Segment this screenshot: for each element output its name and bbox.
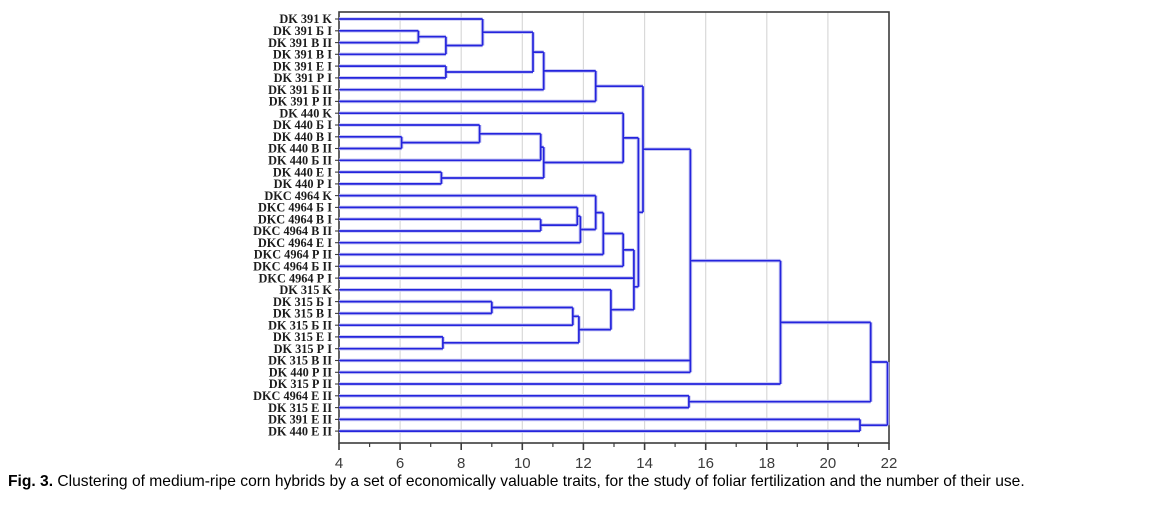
leaf-label: DKC 4964 Е II (253, 389, 332, 403)
leaf-label: DKC 4964 K (264, 189, 332, 203)
leaf-label: DK 315 Б II (268, 318, 332, 332)
leaf-label: DK 440 Б I (273, 118, 332, 132)
leaf-label: DK 391 Р I (274, 71, 333, 85)
figure-caption: Fig. 3. Clustering of medium-ripe corn h… (8, 471, 1141, 493)
leaf-label: DKC 4964 Б I (258, 201, 332, 215)
axis-tick-label: 10 (514, 455, 531, 470)
leaf-label: DK 315 Б I (273, 295, 332, 309)
leaf-label: DK 440 В II (268, 142, 332, 156)
leaf-label: DK 440 Б II (268, 154, 332, 168)
axis-tick-label: 18 (758, 455, 775, 470)
leaf-label: DK 440 Р II (269, 366, 332, 380)
leaf-label: DK 391 Б II (268, 83, 332, 97)
leaf-label: DK 391 Е I (273, 59, 332, 73)
leaf-label: DK 391 В II (268, 36, 332, 50)
leaf-label: DK 391 K (279, 12, 332, 26)
leaf-label: DK 315 В II (268, 354, 332, 368)
figure-page: 4 6 8 10 12 14 16 18 20 22 DK 391 K DK 391 Б I DK 39… (8, 11, 1025, 490)
figure-caption-text: Clustering of medium-ripe corn hybrids b… (57, 473, 1025, 490)
leaf-label: DKC 4964 Б II (253, 260, 332, 274)
leaf-label: DK 315 K (279, 283, 332, 297)
leaf-label: DK 315 Е II (268, 401, 332, 415)
axis-tick-label: 22 (881, 455, 898, 470)
leaf-label: DK 440 Р I (274, 177, 333, 191)
leaf-label: DK 391 Е II (268, 413, 332, 427)
leaf-label: DK 391 Р II (269, 95, 332, 109)
leaf-label: DKC 4964 В II (253, 224, 332, 238)
axis-tick-label: 6 (396, 455, 404, 470)
leaf-label: DKC 4964 Е I (258, 236, 332, 250)
leaf-label: DK 391 В I (273, 48, 332, 62)
axis-tick-label: 20 (820, 455, 837, 470)
leaf-label: DKC 4964 Р I (259, 271, 333, 285)
leaf-label: DK 315 Е I (273, 330, 332, 344)
leaf-label: DK 440 В I (273, 130, 332, 144)
leaf-label: DK 440 K (279, 106, 332, 120)
leaf-label: DK 315 В I (273, 307, 332, 321)
leaf-label: DK 391 Б I (273, 24, 332, 38)
axis-tick-label: 8 (457, 455, 465, 470)
leaf-label: DKC 4964 В I (258, 212, 332, 226)
axis-tick-label: 4 (335, 455, 343, 470)
axis-tick-label: 12 (575, 455, 592, 470)
dendrogram-lines (339, 18, 889, 432)
axis-tick-label: 14 (636, 455, 653, 470)
leaf-label: DK 440 Е II (268, 424, 332, 438)
leaf-label: DK 440 Е I (273, 165, 332, 179)
leaf-label: DK 315 Р II (269, 377, 332, 391)
leaf-label: DK 315 Р I (274, 342, 333, 356)
figure-caption-label: Fig. 3. (8, 473, 54, 490)
axis-tick-label: 16 (697, 455, 714, 470)
leaf-label: DKC 4964 Р II (254, 248, 332, 262)
dendrogram-lines-halo (339, 17, 890, 433)
